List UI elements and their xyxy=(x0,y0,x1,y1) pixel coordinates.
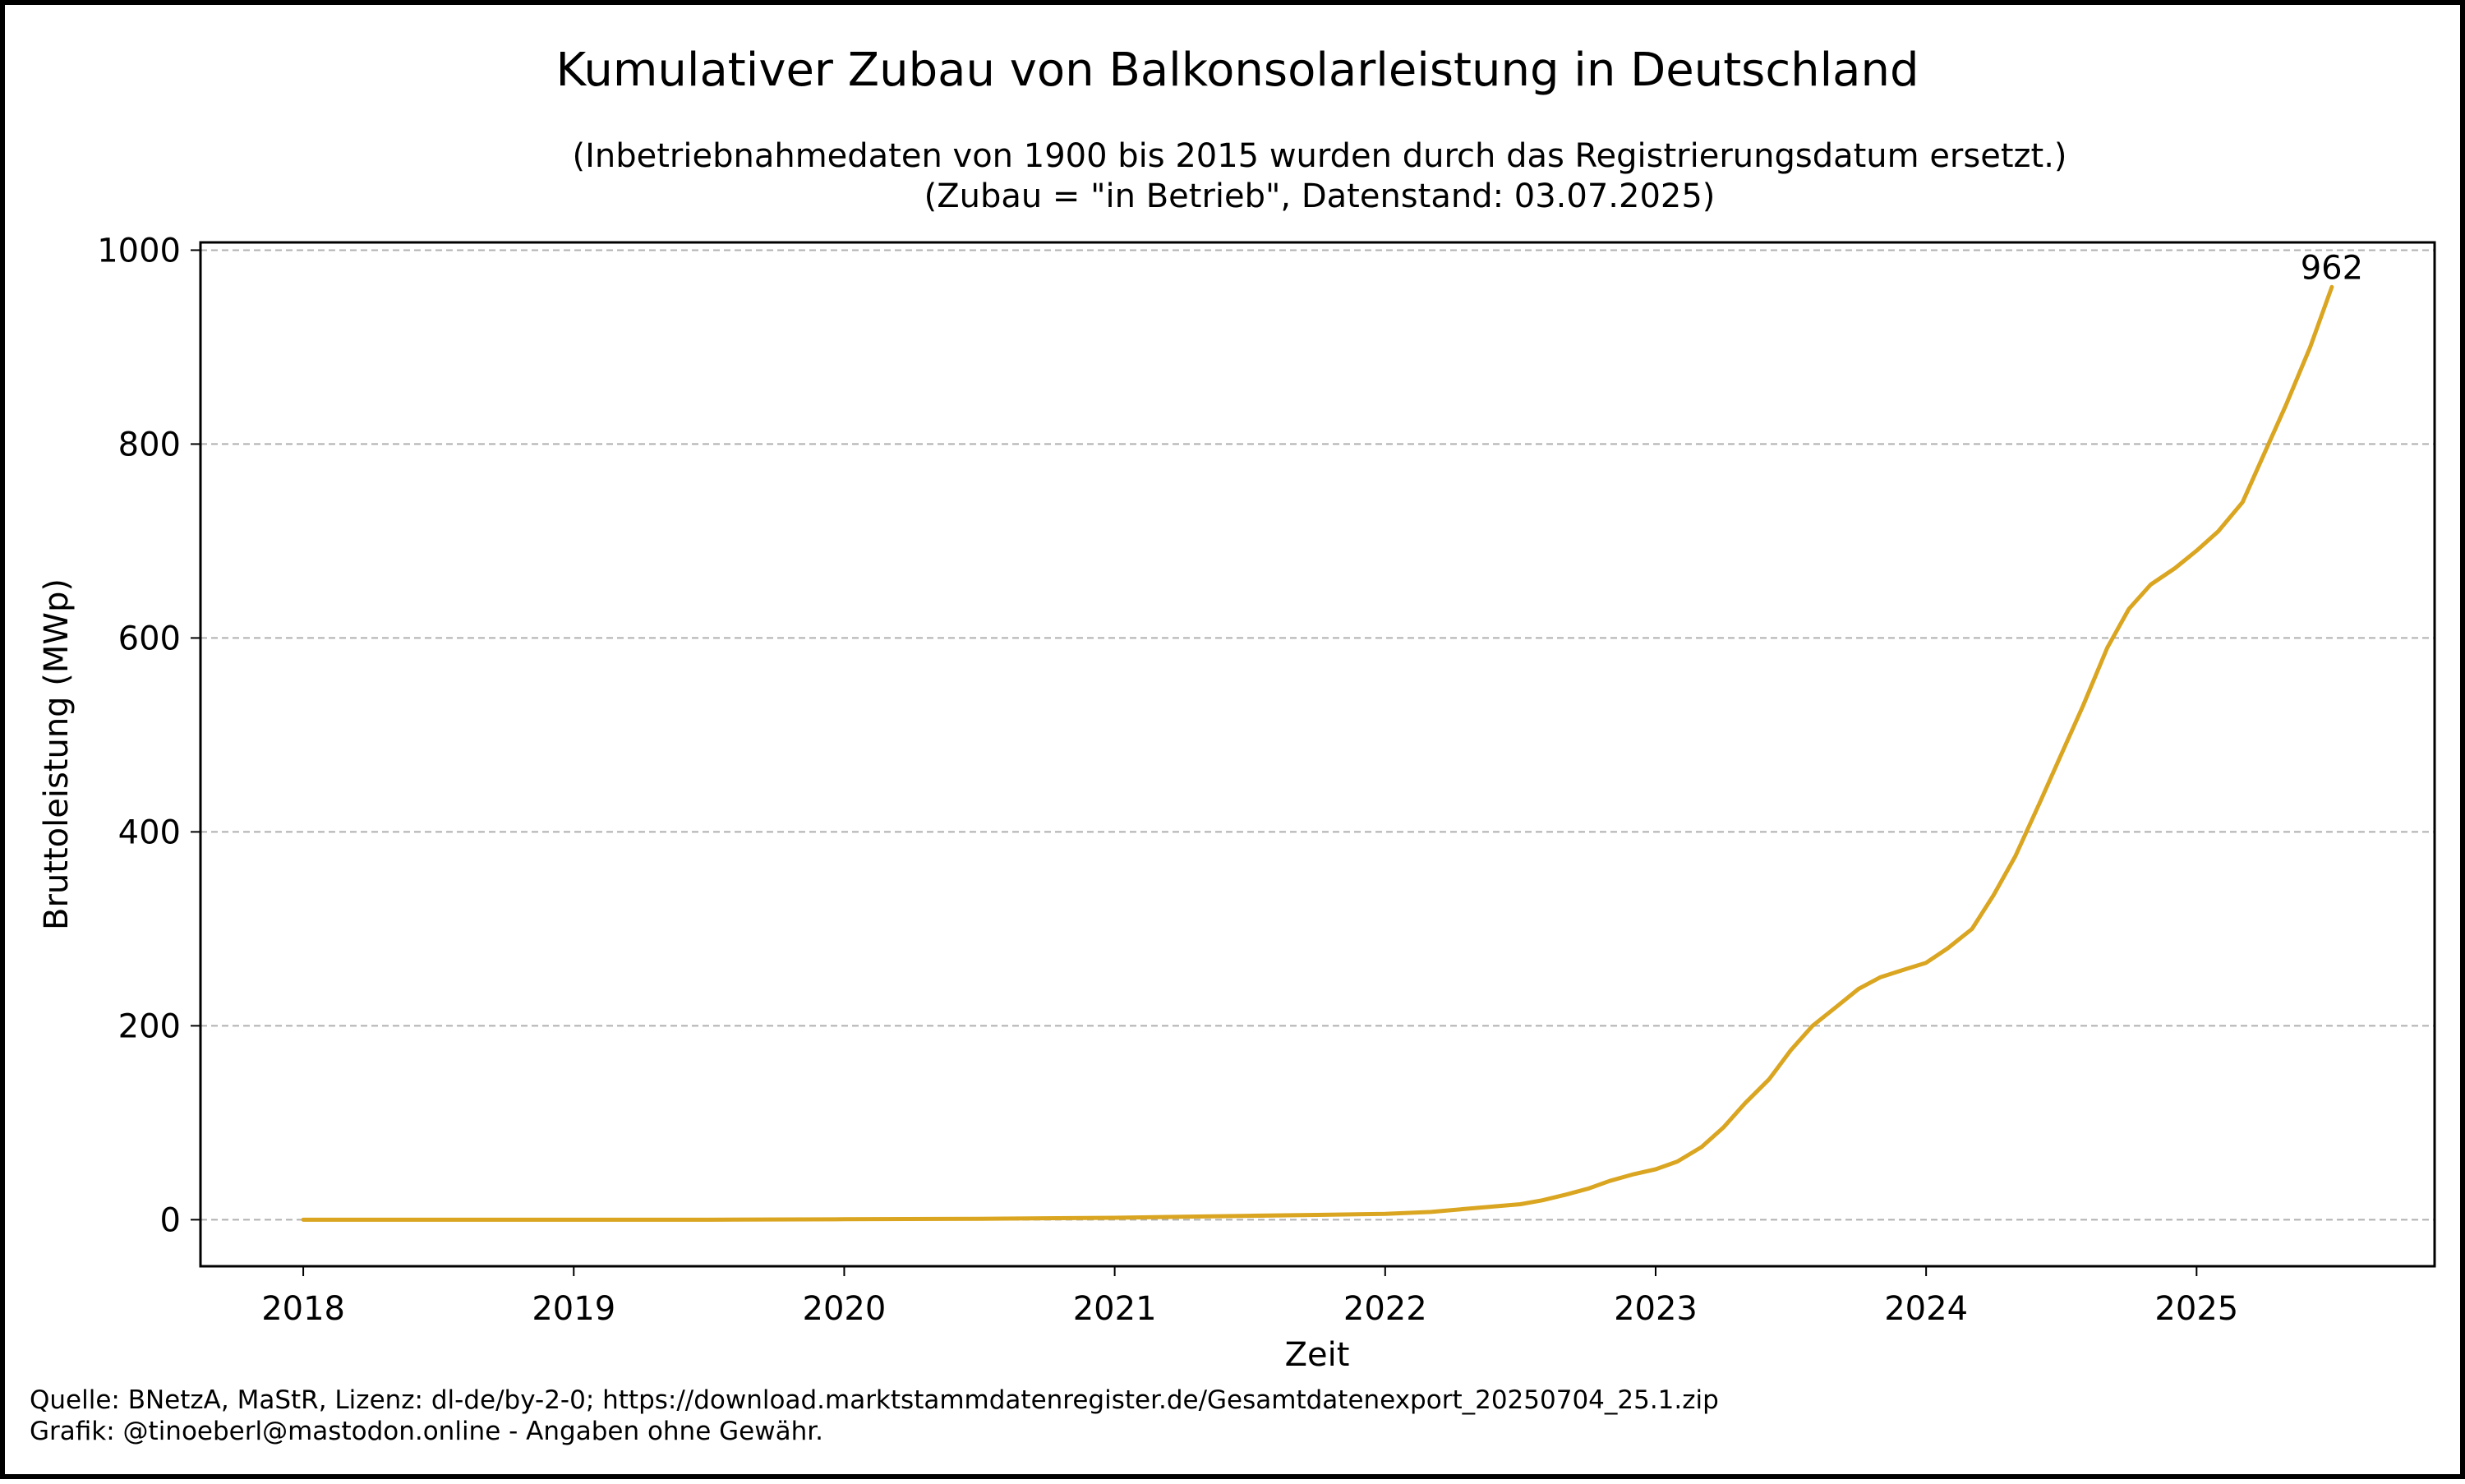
x-tick-label: 2025 xyxy=(2154,1290,2238,1328)
x-tick-label: 2021 xyxy=(1073,1290,1157,1328)
x-tick-label: 2018 xyxy=(261,1290,345,1328)
y-tick-label: 800 xyxy=(118,426,181,463)
y-tick-label: 200 xyxy=(118,1007,181,1045)
x-tick-label: 2023 xyxy=(1614,1290,1698,1328)
gridlines xyxy=(200,249,2435,1221)
y-axis-label: Bruttoleistung (MWp) xyxy=(38,578,76,930)
last-value-annotation: 962 xyxy=(2301,249,2363,287)
series-layer xyxy=(301,284,2334,1222)
series-line-bruttoleistung xyxy=(301,284,2334,1222)
x-tick-label: 2024 xyxy=(1884,1290,1968,1328)
x-tick-label: 2022 xyxy=(1343,1290,1427,1328)
chart: Kumulativer Zubau von Balkonsolarleistun… xyxy=(30,44,2436,1446)
y-tick-label: 400 xyxy=(118,813,181,851)
chart-title: Kumulativer Zubau von Balkonsolarleistun… xyxy=(555,44,1919,97)
annotations: 962 xyxy=(2301,249,2363,287)
x-tick-label: 2019 xyxy=(532,1290,615,1328)
x-axis: 2018 2019 2020 2021 2022 2023 2024 2025 xyxy=(261,1266,2238,1328)
y-tick-label: 0 xyxy=(160,1201,181,1239)
y-tick-label: 1000 xyxy=(97,232,181,270)
chart-subtitle-line-2: (Zubau = "in Betrieb", Datenstand: 03.07… xyxy=(924,177,1716,215)
plot-area-frame xyxy=(199,241,2436,1268)
footer-source: Quelle: BNetzA, MaStR, Lizenz: dl-de/by-… xyxy=(30,1385,1719,1415)
footer-credit: Grafik: @tinoeberl@mastodon.online - Ang… xyxy=(30,1417,823,1446)
y-tick-label: 600 xyxy=(118,620,181,657)
y-axis: 0 200 400 600 800 1000 xyxy=(97,232,200,1239)
x-axis-label: Zeit xyxy=(1285,1336,1350,1374)
x-tick-label: 2020 xyxy=(803,1290,887,1328)
chart-subtitle-line-1: (Inbetriebnahmedaten von 1900 bis 2015 w… xyxy=(572,137,2066,175)
